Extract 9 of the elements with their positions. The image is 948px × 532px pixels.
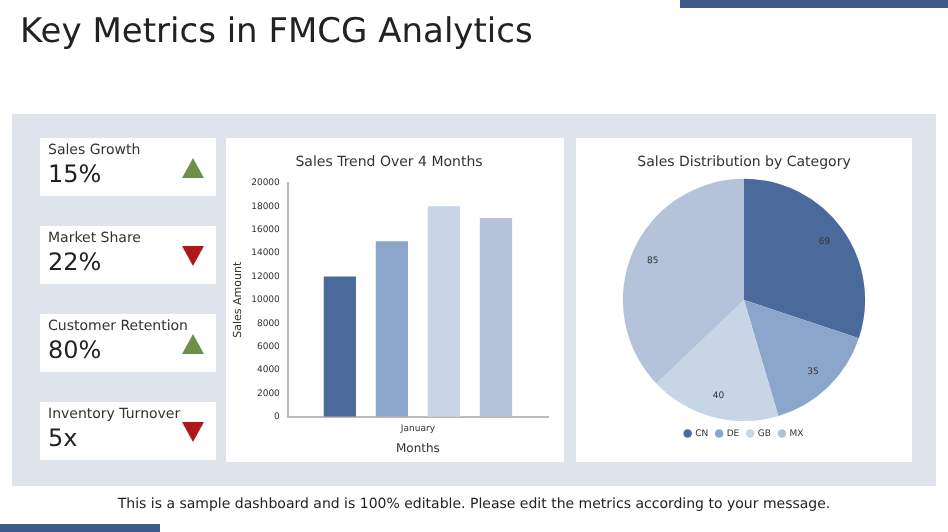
bar bbox=[427, 206, 461, 417]
text: 22% bbox=[48, 248, 102, 276]
bar bbox=[375, 241, 409, 417]
bar bbox=[323, 276, 356, 417]
text: 80% bbox=[48, 336, 102, 364]
text: 15% bbox=[48, 160, 102, 188]
bar bbox=[479, 217, 513, 417]
text: Key Metrics in FMCG Analytics bbox=[20, 12, 533, 52]
text: 5x bbox=[48, 424, 78, 452]
